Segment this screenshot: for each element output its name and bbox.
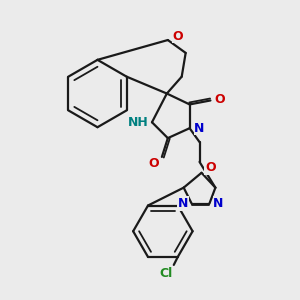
Text: O: O [172,30,183,43]
Text: Cl: Cl [159,267,172,280]
Text: O: O [214,93,225,106]
Text: O: O [149,158,159,170]
Text: N: N [213,197,224,210]
Text: NH: NH [128,116,148,129]
Text: N: N [194,122,205,135]
Text: N: N [178,197,188,210]
Text: O: O [205,161,216,174]
